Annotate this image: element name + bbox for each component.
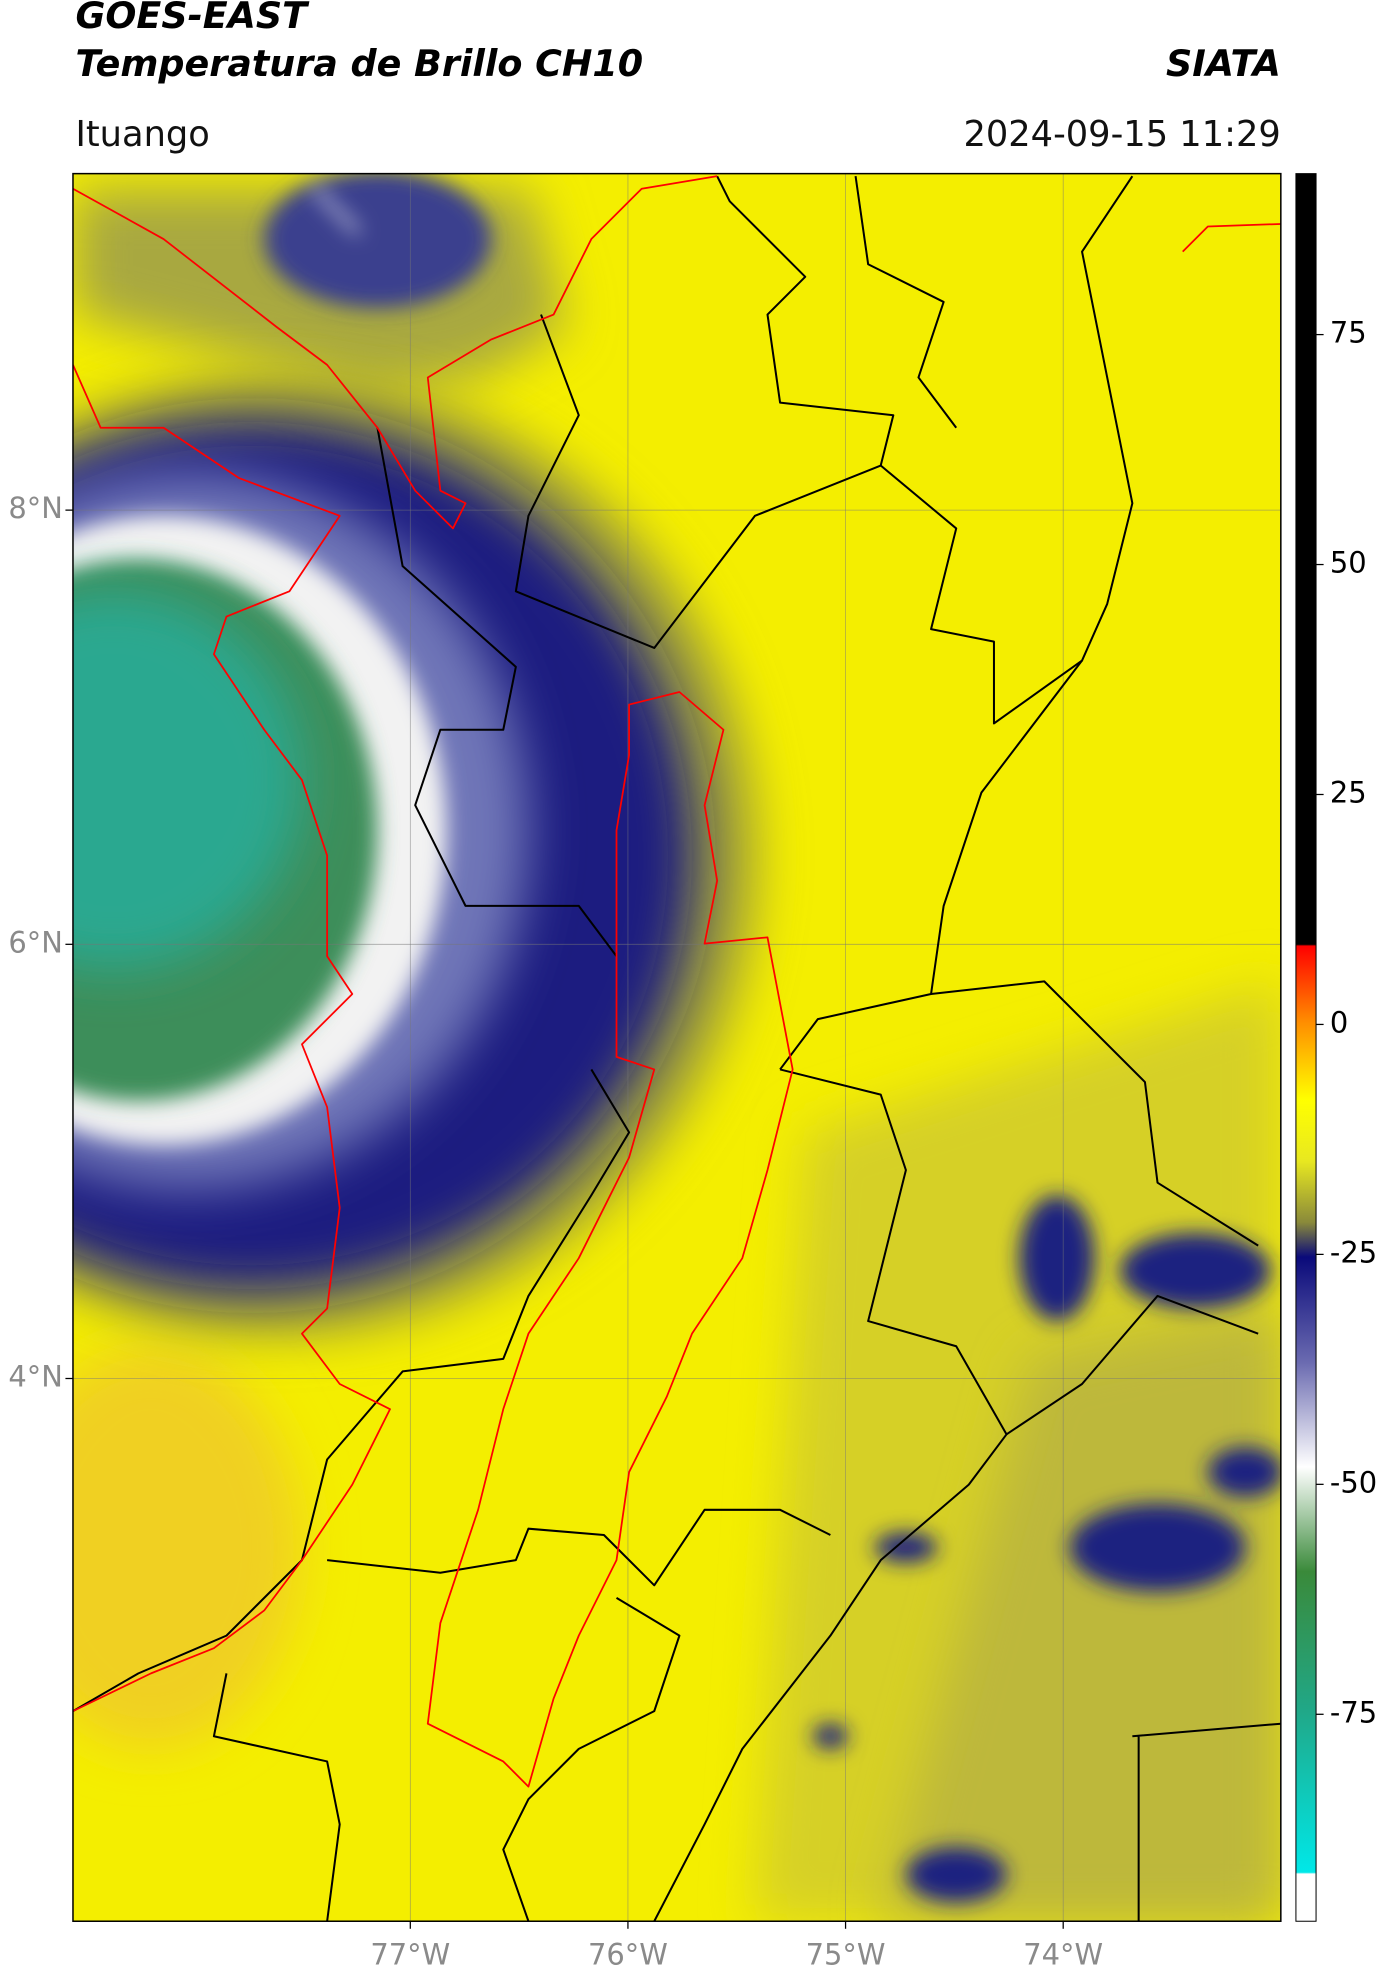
colorbar [1295, 173, 1317, 1922]
region-outline [72, 175, 1281, 1788]
colorbar-tick-label: -75 [1330, 1695, 1377, 1729]
colorbar-tick-label: -25 [1330, 1235, 1377, 1269]
boundaries [72, 175, 1281, 1922]
product-title: Temperatura de Brillo CH10 [75, 42, 643, 85]
datetime: 2024-09-15 11:29 [963, 114, 1280, 155]
x-tick-label: 77°W [370, 1937, 450, 1971]
map-image [72, 173, 1281, 1922]
y-tick-label: 8°N [8, 491, 63, 525]
colorbar-tick-label: 75 [1330, 316, 1367, 350]
satellite-title: GOES-EAST [75, 0, 310, 37]
colorbar-tick-label: 25 [1330, 775, 1367, 809]
colorbar-tick-label: 0 [1330, 1005, 1348, 1039]
colorbar-tick-label: -50 [1330, 1465, 1377, 1499]
x-tick-label: 76°W [588, 1937, 668, 1971]
y-tick-label: 6°N [8, 925, 63, 959]
x-tick-label: 75°W [806, 1937, 886, 1971]
location: Ituango [75, 114, 209, 155]
colorbar-tick-label: 50 [1330, 546, 1367, 580]
colorbar-ticks: 75 50 25 0 -25 -50 -75 [1316, 316, 1377, 1729]
institution: SIATA [1166, 42, 1281, 85]
map-frame [72, 172, 1282, 1922]
y-tick-label: 4°N [8, 1360, 63, 1394]
x-tick-label: 74°W [1023, 1937, 1103, 1971]
grid [72, 173, 1281, 1922]
